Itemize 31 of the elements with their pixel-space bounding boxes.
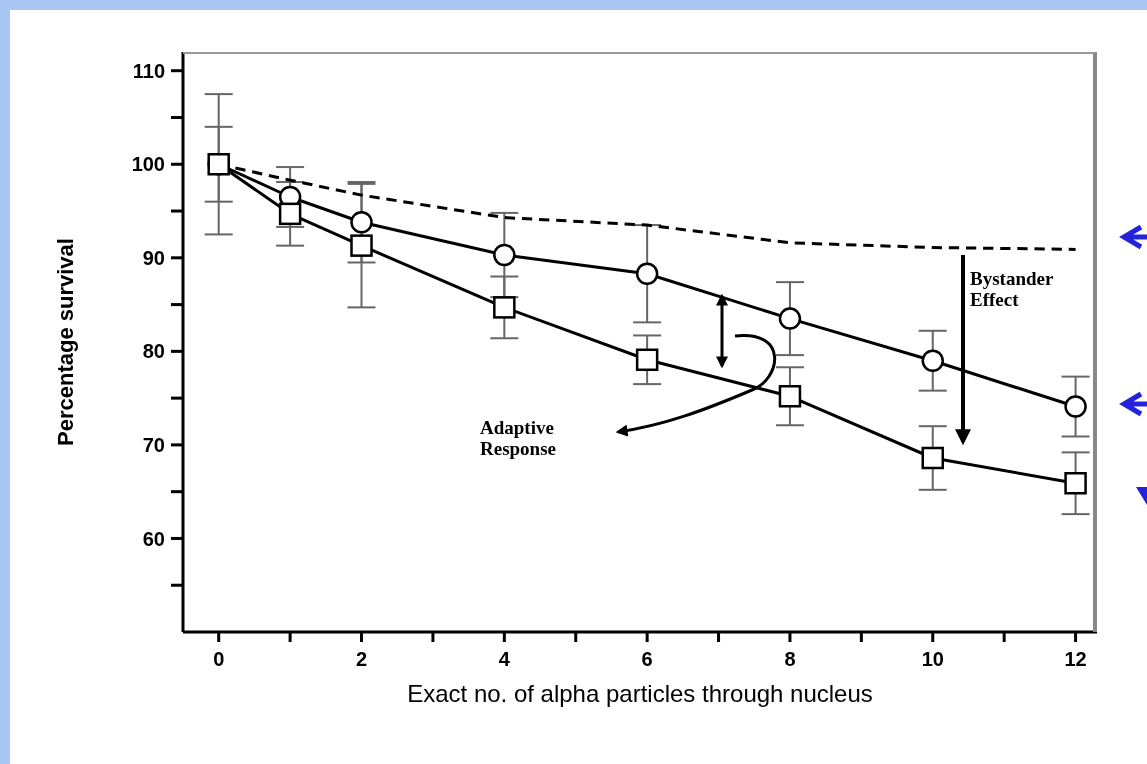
point bbox=[921, 446, 945, 470]
annotation: Bystander Effect bbox=[970, 268, 1055, 310]
point bbox=[278, 202, 302, 226]
x-tick-label: 10 bbox=[921, 648, 944, 671]
x-tick-label: 0 bbox=[213, 648, 225, 671]
point bbox=[350, 234, 373, 257]
point bbox=[921, 349, 945, 372]
point bbox=[1064, 472, 1087, 495]
y-axis-title: Percentage survival bbox=[52, 238, 78, 446]
point bbox=[778, 307, 802, 330]
point bbox=[1064, 395, 1087, 418]
y-tick-label: 100 bbox=[131, 153, 165, 176]
point bbox=[635, 348, 659, 372]
y-tick-label: 110 bbox=[132, 59, 165, 82]
y-tick-label: 60 bbox=[142, 527, 165, 550]
annotation: Adaptive Response bbox=[480, 417, 557, 459]
y-tick-label: 70 bbox=[142, 434, 165, 456]
x-tick-label: 2 bbox=[355, 648, 368, 671]
x-tick-label: 12 bbox=[1064, 648, 1087, 671]
x-tick-label: 6 bbox=[641, 648, 653, 671]
x-tick-label: 4 bbox=[498, 648, 511, 671]
y-tick-label: 90 bbox=[142, 246, 165, 269]
x-axis-title: Exact no. of alpha particles through nucleus bbox=[407, 680, 873, 707]
point bbox=[493, 243, 516, 267]
point bbox=[350, 211, 373, 234]
x-tick-label: 8 bbox=[784, 648, 796, 671]
point bbox=[493, 296, 516, 319]
y-tick-label: 80 bbox=[142, 340, 165, 363]
point bbox=[207, 153, 230, 176]
point bbox=[635, 262, 659, 285]
point bbox=[778, 385, 802, 408]
